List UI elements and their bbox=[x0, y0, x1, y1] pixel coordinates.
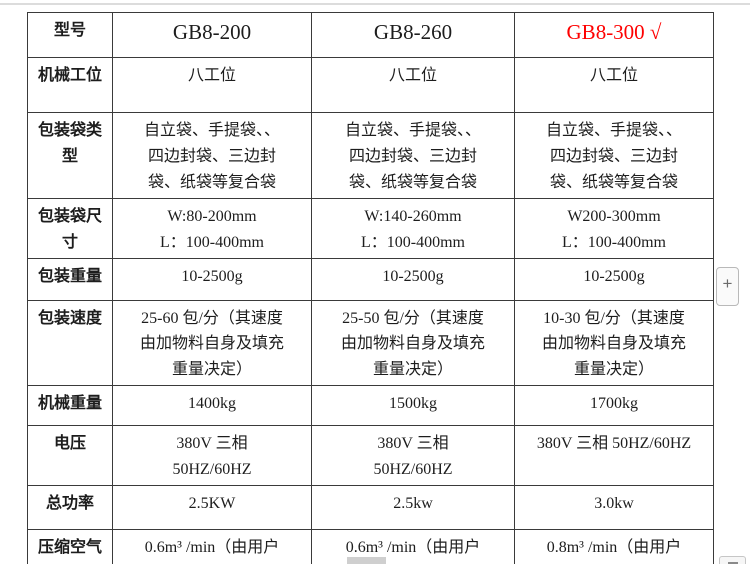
spec-cell: 0.8m³ /min（由用户 提供） bbox=[514, 529, 714, 564]
spec-cell: 八工位 bbox=[112, 57, 312, 113]
spec-cell: 380V 三相 50HZ/60HZ bbox=[112, 425, 312, 487]
spec-cell: 八工位 bbox=[514, 57, 714, 113]
spec-cell: 25-50 包/分（其速度 由加物料自身及填充 重量决定） bbox=[311, 299, 515, 387]
spec-cell: 10-30 包/分（其速度 由加物料自身及填充 重量决定） bbox=[514, 299, 714, 387]
spec-cell: 0.6m³ /min（由用户 提供） bbox=[311, 529, 515, 564]
spec-cell: 自立袋、手提袋、、 四边封袋、三边封 袋、纸袋等复合袋 bbox=[311, 112, 515, 199]
spec-cell: 10-2500g bbox=[112, 257, 312, 301]
bottom-right-partial-button[interactable] bbox=[719, 556, 746, 564]
spec-cell: W:80-200mm L：100-400mm bbox=[112, 197, 312, 259]
row-label-bag-type: 包装袋类 型 bbox=[27, 112, 113, 199]
spec-cell: 10-2500g bbox=[311, 257, 515, 301]
spec-cell: 3.0kw bbox=[514, 485, 714, 531]
table-row-pack-weight: 包装重量 10-2500g 10-2500g 10-2500g bbox=[27, 257, 714, 301]
spec-cell: 0.6m³ /min（由用户 提供） bbox=[112, 529, 312, 564]
spec-cell: 380V 三相 50HZ/60HZ bbox=[311, 425, 515, 487]
table-row-stations: 机械工位 八工位 八工位 八工位 bbox=[27, 57, 714, 113]
table-row-air-consumption: 压缩空气 消耗量 0.6m³ /min（由用户 提供） 0.6m³ /min（由… bbox=[27, 529, 714, 564]
spec-cell: W200-300mm L：100-400mm bbox=[514, 197, 714, 259]
spec-cell: 1700kg bbox=[514, 385, 714, 427]
spec-cell: 自立袋、手提袋、、 四边封袋、三边封 袋、纸袋等复合袋 bbox=[514, 112, 714, 199]
row-label-air-consumption: 压缩空气 消耗量 bbox=[27, 529, 113, 564]
table-header-row: 型号 GB8-200 GB8-260 GB8-300 √ bbox=[27, 12, 714, 58]
spec-cell: 380V 三相 50HZ/60HZ bbox=[514, 425, 714, 487]
row-label-model: 型号 bbox=[27, 12, 113, 58]
spec-cell: 1400kg bbox=[112, 385, 312, 427]
spec-cell: 自立袋、手提袋、、 四边封袋、三边封 袋、纸袋等复合袋 bbox=[112, 112, 312, 199]
model-cell-gb8-260: GB8-260 bbox=[311, 12, 515, 58]
spec-cell: 10-2500g bbox=[514, 257, 714, 301]
model-cell-gb8-300-selected: GB8-300 √ bbox=[514, 12, 714, 58]
spec-cell: 2.5KW bbox=[112, 485, 312, 531]
spec-cell: W:140-260mm L：100-400mm bbox=[311, 197, 515, 259]
minus-icon bbox=[728, 562, 738, 564]
zoom-in-button[interactable]: + bbox=[716, 267, 739, 306]
row-label-bag-size: 包装袋尺 寸 bbox=[27, 197, 113, 259]
spec-cell: 1500kg bbox=[311, 385, 515, 427]
table-row-bag-size: 包装袋尺 寸 W:80-200mm L：100-400mm W:140-260m… bbox=[27, 197, 714, 259]
spec-cell: 2.5kw bbox=[311, 485, 515, 531]
row-label-stations: 机械工位 bbox=[27, 57, 113, 113]
table-row-voltage: 电压 380V 三相 50HZ/60HZ 380V 三相 50HZ/60HZ 3… bbox=[27, 425, 714, 487]
row-label-pack-speed: 包装速度 bbox=[27, 299, 113, 387]
row-label-machine-weight: 机械重量 bbox=[27, 385, 113, 427]
table-row-pack-speed: 包装速度 25-60 包/分（其速度 由加物料自身及填充 重量决定） 25-50… bbox=[27, 299, 714, 387]
row-label-voltage: 电压 bbox=[27, 425, 113, 487]
table-row-machine-weight: 机械重量 1400kg 1500kg 1700kg bbox=[27, 385, 714, 427]
row-label-pack-weight: 包装重量 bbox=[27, 257, 113, 301]
table-row-bag-type: 包装袋类 型 自立袋、手提袋、、 四边封袋、三边封 袋、纸袋等复合袋 自立袋、手… bbox=[27, 112, 714, 199]
top-divider-line bbox=[0, 3, 750, 5]
horizontal-scrollbar-thumb[interactable] bbox=[347, 557, 386, 564]
spec-cell: 八工位 bbox=[311, 57, 515, 113]
spec-table: 型号 GB8-200 GB8-260 GB8-300 √ 机械工位 八工位 八工… bbox=[27, 12, 714, 564]
table-row-total-power: 总功率 2.5KW 2.5kw 3.0kw bbox=[27, 485, 714, 531]
model-cell-gb8-200: GB8-200 bbox=[112, 12, 312, 58]
row-label-total-power: 总功率 bbox=[27, 485, 113, 531]
spec-cell: 25-60 包/分（其速度 由加物料自身及填充 重量决定） bbox=[112, 299, 312, 387]
